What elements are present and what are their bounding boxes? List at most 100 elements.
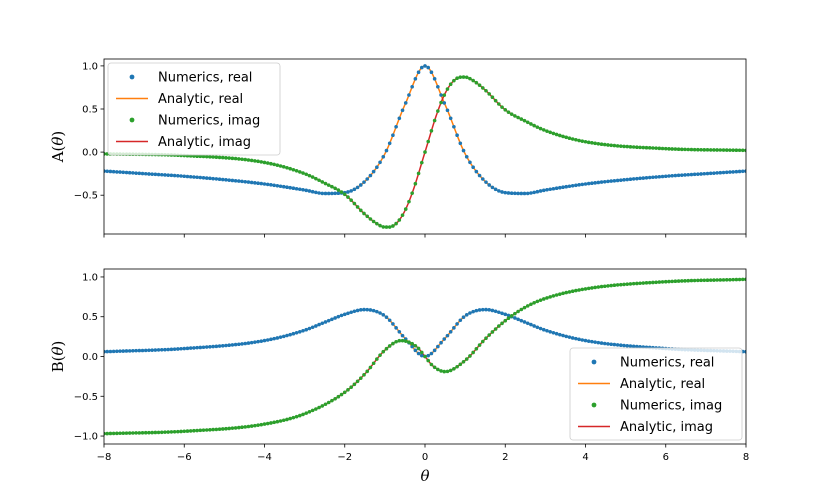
data-point bbox=[683, 173, 687, 177]
data-point bbox=[461, 75, 466, 79]
data-point bbox=[243, 179, 248, 184]
data-point bbox=[371, 361, 376, 366]
data-point bbox=[346, 190, 350, 194]
data-point bbox=[156, 172, 161, 177]
data-point bbox=[439, 100, 443, 105]
data-point bbox=[577, 337, 581, 342]
data-point bbox=[163, 430, 167, 434]
data-point bbox=[104, 152, 106, 156]
data-point bbox=[503, 312, 508, 317]
data-point bbox=[179, 346, 183, 351]
data-point bbox=[452, 78, 456, 83]
data-point bbox=[124, 431, 129, 435]
data-point bbox=[416, 171, 421, 176]
data-point bbox=[179, 174, 183, 178]
y-tick-label: −1.0 bbox=[74, 432, 98, 443]
data-point bbox=[452, 124, 456, 129]
data-point bbox=[198, 428, 203, 433]
data-point bbox=[310, 175, 315, 179]
legend-item: Numerics, real bbox=[129, 71, 252, 86]
legend-item: Analytic, imag bbox=[578, 420, 713, 435]
data-point bbox=[490, 95, 495, 100]
data-point bbox=[140, 171, 145, 176]
data-point bbox=[310, 408, 315, 413]
data-point bbox=[667, 147, 671, 151]
data-point bbox=[298, 187, 302, 192]
data-point bbox=[320, 404, 325, 408]
data-point bbox=[342, 312, 347, 317]
data-point bbox=[654, 146, 658, 150]
data-point bbox=[635, 281, 639, 286]
data-point bbox=[323, 402, 328, 407]
data-point bbox=[371, 308, 376, 313]
data-point bbox=[275, 419, 280, 424]
data-point bbox=[564, 184, 569, 189]
y-tick-label: 0.0 bbox=[82, 148, 98, 159]
data-point bbox=[301, 412, 305, 417]
data-point bbox=[448, 330, 453, 334]
data-point bbox=[352, 201, 357, 206]
data-point bbox=[506, 110, 511, 114]
data-point bbox=[436, 84, 440, 89]
data-point bbox=[548, 187, 552, 192]
data-point bbox=[127, 431, 132, 435]
data-point bbox=[644, 281, 649, 285]
data-point bbox=[734, 277, 739, 282]
data-point bbox=[455, 133, 459, 138]
legend-label: Analytic, imag bbox=[620, 420, 713, 435]
data-point bbox=[387, 225, 392, 229]
data-point bbox=[153, 348, 158, 352]
data-point bbox=[471, 165, 475, 169]
data-point bbox=[359, 183, 363, 187]
data-point bbox=[615, 283, 620, 287]
data-point bbox=[622, 144, 626, 149]
data-point bbox=[310, 325, 315, 330]
data-point bbox=[468, 311, 472, 315]
data-point bbox=[176, 173, 180, 178]
data-point bbox=[689, 278, 694, 283]
data-point bbox=[541, 327, 546, 332]
data-point bbox=[583, 287, 588, 291]
data-point bbox=[233, 426, 238, 430]
data-point bbox=[394, 221, 398, 226]
data-point bbox=[147, 172, 151, 176]
data-point bbox=[419, 353, 424, 358]
data-point bbox=[493, 309, 498, 314]
data-point bbox=[744, 277, 746, 282]
data-point bbox=[532, 300, 536, 305]
data-point bbox=[500, 311, 504, 316]
data-point bbox=[326, 400, 331, 405]
data-point bbox=[272, 336, 276, 341]
x-tick-label: −2 bbox=[337, 452, 352, 463]
data-point bbox=[436, 344, 440, 349]
data-point bbox=[631, 177, 636, 181]
data-point bbox=[368, 173, 373, 178]
data-point bbox=[217, 344, 222, 348]
x-tick-label: 8 bbox=[743, 452, 749, 463]
data-point bbox=[580, 287, 585, 292]
data-point bbox=[612, 178, 617, 183]
data-point bbox=[606, 284, 610, 288]
data-point bbox=[275, 183, 280, 188]
data-point bbox=[663, 174, 668, 179]
data-point bbox=[269, 161, 273, 166]
data-point bbox=[127, 170, 132, 175]
data-point bbox=[419, 65, 424, 70]
data-point bbox=[541, 128, 546, 132]
data-point bbox=[728, 277, 732, 282]
data-point bbox=[490, 185, 495, 190]
data-point bbox=[185, 429, 190, 433]
data-point bbox=[275, 163, 280, 167]
data-point bbox=[615, 144, 620, 148]
data-point bbox=[718, 170, 723, 175]
data-point bbox=[622, 282, 626, 287]
data-point bbox=[619, 282, 623, 287]
data-point bbox=[692, 172, 697, 177]
data-point bbox=[574, 336, 578, 341]
data-point bbox=[259, 422, 264, 427]
data-point bbox=[384, 315, 389, 319]
data-point bbox=[509, 112, 514, 116]
data-point bbox=[298, 413, 302, 418]
data-point bbox=[208, 155, 212, 159]
